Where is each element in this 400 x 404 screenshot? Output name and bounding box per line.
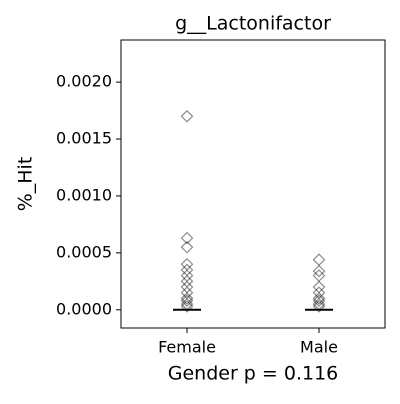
outlier	[180, 300, 194, 313]
y-tick-label: 0.0005	[56, 242, 112, 261]
outlier	[180, 274, 194, 288]
outlier	[180, 257, 194, 271]
y-tick-label: 0.0000	[56, 299, 112, 318]
y-tick-label: 0.0010	[56, 185, 112, 204]
outlier	[180, 292, 194, 305]
outlier	[180, 280, 194, 294]
outlier	[312, 253, 326, 267]
x-tick-label: Male	[300, 338, 338, 357]
outlier	[312, 294, 326, 308]
plot-frame	[120, 39, 386, 329]
outlier	[312, 280, 326, 294]
outlier	[180, 269, 194, 282]
x-axis-label: Gender p = 0.116	[168, 363, 339, 385]
outlier	[180, 294, 194, 308]
y-tick-label: 0.0015	[56, 129, 112, 148]
y-tick-label: 0.0020	[56, 72, 112, 91]
chart-title: g__Lactonifactor	[175, 13, 331, 35]
y-axis-label: %_Hit	[15, 157, 37, 212]
outlier	[180, 263, 194, 277]
outlier	[312, 300, 326, 313]
x-tick-label: Female	[158, 338, 216, 357]
outlier	[312, 264, 326, 278]
outlier	[180, 109, 194, 123]
outlier	[312, 292, 326, 305]
outlier	[180, 286, 194, 300]
outlier	[180, 231, 194, 245]
outlier	[180, 240, 194, 254]
outlier	[312, 286, 326, 300]
outlier	[312, 269, 326, 282]
